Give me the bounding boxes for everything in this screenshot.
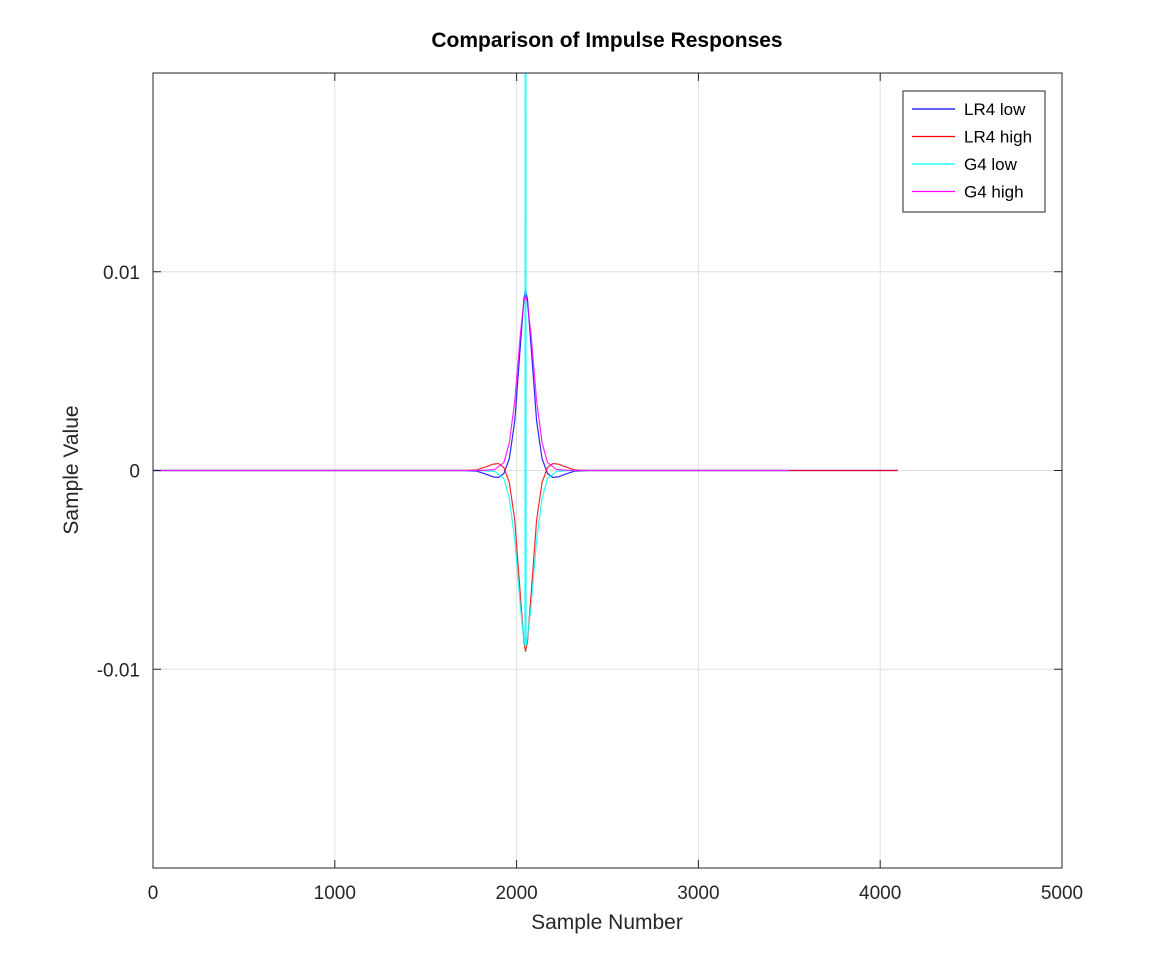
legend-entry: LR4 low bbox=[964, 100, 1026, 119]
series-line-g4-high bbox=[153, 295, 790, 472]
x-tick-label: 0 bbox=[148, 883, 159, 904]
legend-entry: LR4 high bbox=[964, 128, 1032, 147]
x-tick-label: 5000 bbox=[1041, 883, 1083, 904]
y-tick-label: 0 bbox=[129, 462, 140, 483]
ticks: 0 1000 2000 3000 4000 5000 -0.01 0 0.01 bbox=[97, 73, 1083, 904]
y-axis-label: Sample Value bbox=[60, 405, 83, 534]
chart-title: Comparison of Impulse Responses bbox=[431, 29, 782, 52]
legend-entry: G4 high bbox=[964, 183, 1024, 202]
series-line-lr4-high bbox=[153, 462, 898, 652]
y-tick-label: -0.01 bbox=[97, 660, 140, 681]
x-tick-label: 3000 bbox=[677, 883, 719, 904]
x-tick-label: 1000 bbox=[314, 883, 356, 904]
x-tick-label: 4000 bbox=[859, 883, 901, 904]
y-tick-label: 0.01 bbox=[103, 263, 140, 284]
legend: LR4 low LR4 high G4 low G4 high bbox=[902, 90, 1046, 213]
x-axis-label: Sample Number bbox=[531, 911, 683, 934]
x-tick-label: 2000 bbox=[495, 883, 537, 904]
legend-entry: G4 low bbox=[964, 155, 1018, 174]
